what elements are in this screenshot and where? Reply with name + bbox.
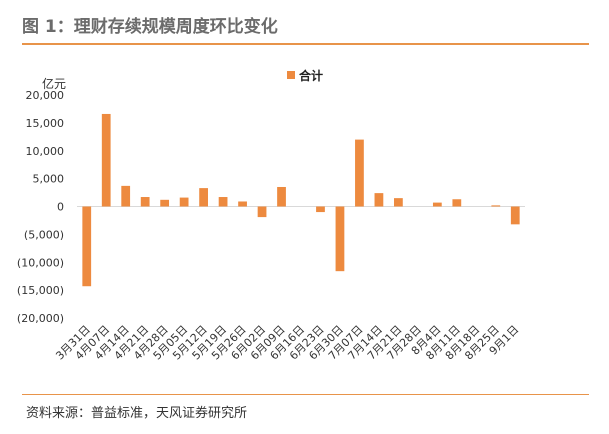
y-tick-label: 10,000 bbox=[26, 145, 65, 158]
y-axis-ticks: 20,000 15,000 10,000 5,000 0 (5,000) (10,000) (… bbox=[17, 89, 64, 325]
bar bbox=[257, 206, 267, 218]
source-note: 资料来源：普益标准，天风证券研究所 bbox=[26, 406, 248, 421]
bar bbox=[238, 201, 247, 207]
bar bbox=[510, 206, 520, 225]
y-tick-label: (20,000) bbox=[17, 312, 64, 325]
bar bbox=[140, 197, 150, 207]
bar bbox=[101, 113, 111, 207]
y-axis-unit-label: 亿元 bbox=[42, 76, 66, 91]
y-tick-label: 20,000 bbox=[26, 89, 65, 102]
bar bbox=[355, 139, 364, 207]
bar bbox=[316, 206, 325, 213]
bar bbox=[491, 205, 501, 207]
bar bbox=[179, 197, 189, 207]
bar bbox=[374, 193, 384, 207]
y-tick-label: (15,000) bbox=[17, 284, 64, 297]
legend-swatch bbox=[287, 71, 295, 79]
bar bbox=[121, 185, 131, 207]
bar bbox=[218, 197, 228, 207]
legend-label: 合计 bbox=[299, 68, 323, 83]
y-tick-label: (10,000) bbox=[17, 256, 64, 269]
figure-title: 图 1：理财存续规模周度环比变化 bbox=[22, 17, 278, 37]
x-axis-ticks: 3月31日4月07日4月14日4月21日4月28日5月05日5月12日5月19日… bbox=[53, 323, 521, 363]
y-tick-label: 15,000 bbox=[26, 117, 65, 130]
bar bbox=[335, 206, 345, 272]
bar-series bbox=[82, 113, 520, 287]
y-tick-label: 5,000 bbox=[33, 173, 65, 186]
bar bbox=[277, 186, 286, 207]
bar bbox=[82, 206, 92, 287]
bar bbox=[432, 202, 442, 207]
bar bbox=[394, 198, 403, 207]
legend: 合计 bbox=[287, 68, 323, 83]
bar bbox=[160, 199, 170, 207]
y-tick-label: (5,000) bbox=[24, 228, 64, 241]
source-divider bbox=[22, 394, 589, 395]
y-tick-label: 0 bbox=[57, 201, 64, 214]
bar bbox=[452, 199, 462, 207]
title-divider bbox=[22, 43, 589, 45]
bar bbox=[199, 188, 208, 207]
